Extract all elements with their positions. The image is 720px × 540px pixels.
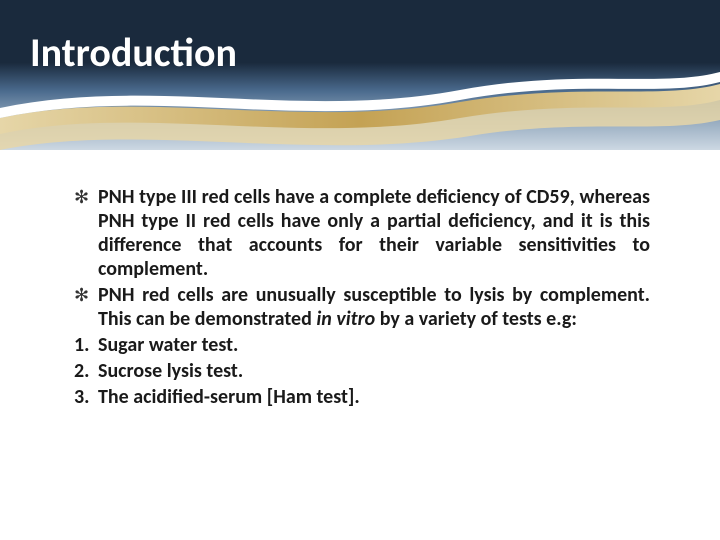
numbered-item: 3. The acidified-serum [Ham test]. [70,385,650,409]
bullet-glyph: ✻ [70,283,98,307]
bullet-item: ✻ PNH red cells are unusually susceptibl… [70,283,650,331]
slide-title: Introduction [30,28,237,77]
header-banner [0,0,720,165]
bullet-glyph: ✻ [70,185,98,209]
bullet-text: PNH red cells are unusually susceptible … [98,283,650,331]
number-marker: 3. [70,385,98,409]
numbered-text: Sugar water test. [98,333,650,357]
numbered-item: 2. Sucrose lysis test. [70,359,650,383]
numbered-text: The acidified-serum [Ham test]. [98,385,650,409]
numbered-text: Sucrose lysis test. [98,359,650,383]
slide-body: ✻ PNH type III red cells have a complete… [70,185,650,411]
bullet-item: ✻ PNH type III red cells have a complete… [70,185,650,281]
bullet-text: PNH type III red cells have a complete d… [98,185,650,281]
number-marker: 2. [70,359,98,383]
numbered-item: 1. Sugar water test. [70,333,650,357]
number-marker: 1. [70,333,98,357]
